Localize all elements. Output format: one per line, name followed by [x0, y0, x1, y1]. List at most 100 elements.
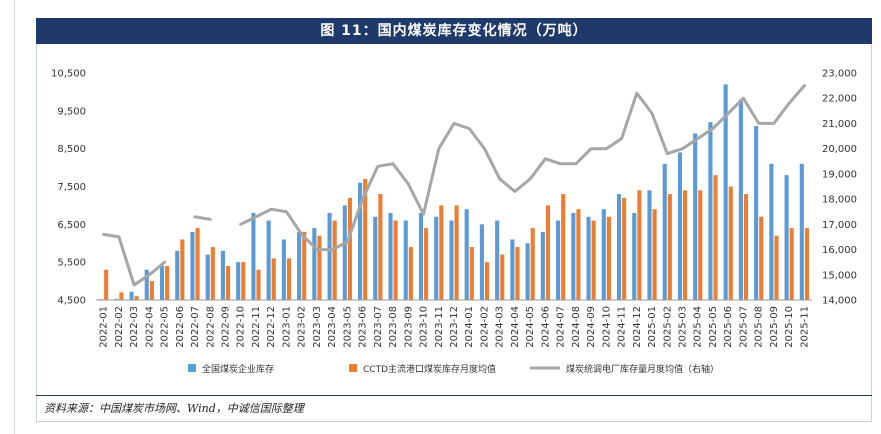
bar-inventory-port	[134, 296, 139, 300]
x-tick-label: 2024-07	[556, 306, 567, 348]
x-tick-label: 2024-09	[586, 306, 597, 348]
bar-inventory-enterprise	[647, 190, 652, 300]
x-tick-label: 2022-12	[266, 306, 277, 348]
bar-inventory-port	[225, 265, 231, 300]
legend-layer: 全国煤炭企业库存 CCTD主流港口煤炭库存月度均值 煤炭统调电厂库存量月度均值（右轴…	[188, 363, 719, 375]
x-tick-label: 2025-07	[738, 306, 749, 348]
bar-inventory-port	[561, 194, 566, 300]
bar-inventory-port	[256, 269, 261, 300]
x-tick-label: 2022-05	[160, 306, 171, 348]
legend-label-power-plant: 煤炭统调电厂库存量月度均值（右轴）	[566, 363, 719, 375]
x-tick-label: 2024-06	[540, 306, 551, 348]
right-tick-label: 21,000	[822, 119, 857, 130]
left-tick-label: 10,500	[51, 69, 86, 80]
bar-inventory-enterprise	[312, 228, 317, 300]
bar-inventory-port	[363, 178, 368, 300]
bar-inventory-enterprise	[434, 216, 439, 300]
x-tick-label: 2022-02	[114, 306, 125, 348]
bar-inventory-enterprise	[479, 224, 484, 300]
bar-inventory-port	[698, 190, 703, 300]
line-layer	[102, 84, 806, 287]
x-tick-label: 2024-10	[601, 306, 612, 348]
bar-inventory-enterprise	[708, 122, 713, 300]
x-tick-label: 2025-04	[693, 306, 704, 348]
bar-inventory-enterprise	[693, 133, 698, 300]
bar-inventory-enterprise	[403, 220, 408, 300]
bar-inventory-port	[408, 247, 413, 300]
bar-inventory-enterprise	[495, 220, 500, 300]
bar-inventory-port	[165, 265, 170, 300]
x-tick-label: 2023-05	[342, 306, 353, 348]
bar-inventory-enterprise	[159, 265, 165, 300]
bar-inventory-enterprise	[190, 231, 195, 300]
bar-inventory-port	[743, 194, 749, 300]
bar-inventory-enterprise	[464, 209, 469, 300]
bar-inventory-port	[195, 228, 200, 300]
axis-layer: 4,500 5,500 6,500 7,500 8,500 9,500 10,500 14,0…	[51, 69, 857, 348]
bar-inventory-enterprise	[205, 254, 210, 300]
bar-inventory-enterprise	[449, 220, 454, 300]
bar-inventory-enterprise	[754, 125, 759, 300]
x-tick-label: 2024-11	[617, 306, 628, 348]
bar-inventory-enterprise	[632, 212, 637, 300]
bar-inventory-enterprise	[738, 99, 743, 300]
bar-inventory-enterprise	[357, 182, 363, 300]
bar-inventory-port	[180, 239, 185, 300]
chart-title: 图 11：国内煤炭库存变化情况（万吨）	[36, 18, 872, 44]
left-tick-label: 9,500	[57, 106, 86, 117]
bar-inventory-port	[484, 262, 490, 300]
x-tick-label: 2023-06	[358, 306, 369, 348]
bar-inventory-enterprise	[769, 163, 774, 300]
bar-inventory-port	[759, 216, 764, 300]
right-tick-label: 14,000	[822, 296, 857, 307]
bar-inventory-enterprise	[266, 220, 271, 300]
bar-inventory-enterprise	[220, 250, 225, 300]
left-tick-label: 7,500	[57, 182, 86, 193]
x-tick-label: 2024-03	[495, 306, 506, 348]
right-tick-label: 18,000	[822, 195, 857, 206]
bar-inventory-enterprise	[586, 216, 591, 300]
right-tick-label: 19,000	[822, 169, 857, 180]
legend-label-enterprise: 全国煤炭企业库存	[202, 363, 274, 375]
x-tick-label: 2022-10	[236, 306, 247, 348]
left-tick-label: 6,500	[57, 220, 86, 231]
bar-inventory-port	[515, 247, 520, 300]
right-tick-label: 16,000	[822, 245, 857, 256]
bar-inventory-port	[210, 247, 215, 300]
bar-inventory-port	[667, 194, 672, 300]
right-tick-label: 23,000	[822, 69, 857, 80]
bar-inventory-port	[286, 258, 292, 300]
x-tick-label: 2023-09	[403, 306, 414, 348]
x-tick-label: 2023-07	[373, 306, 384, 348]
bar-inventory-enterprise	[510, 239, 515, 300]
bar-inventory-enterprise	[327, 212, 332, 300]
bar-inventory-port	[774, 235, 779, 300]
x-tick-label: 2025-01	[647, 306, 658, 348]
bar-inventory-port	[439, 205, 444, 300]
bar-inventory-enterprise	[281, 239, 286, 300]
bar-inventory-enterprise	[373, 216, 378, 300]
bar-inventory-port	[652, 209, 657, 300]
bar-inventory-port	[347, 197, 352, 300]
x-tick-label: 2024-08	[571, 306, 582, 348]
x-tick-label: 2023-04	[327, 306, 338, 348]
x-tick-label: 2024-12	[632, 306, 643, 348]
right-tick-label: 20,000	[822, 144, 857, 155]
bar-inventory-port	[149, 281, 154, 300]
x-tick-label: 2022-07	[190, 306, 201, 348]
bar-inventory-enterprise	[677, 152, 683, 300]
x-tick-label: 2022-03	[129, 306, 140, 348]
bar-inventory-enterprise	[601, 209, 606, 300]
bar-inventory-port	[332, 220, 337, 300]
x-tick-label: 2024-02	[479, 306, 490, 348]
bar-inventory-port	[271, 258, 276, 300]
right-tick-label: 15,000	[822, 270, 857, 281]
bar-inventory-enterprise	[556, 220, 561, 300]
bar-inventory-port	[637, 190, 642, 300]
x-tick-label: 2025-11	[799, 306, 810, 348]
bar-inventory-port	[789, 228, 794, 300]
bar-inventory-enterprise	[236, 262, 241, 300]
bar-inventory-port	[804, 228, 809, 300]
bar-inventory-enterprise	[571, 212, 576, 300]
